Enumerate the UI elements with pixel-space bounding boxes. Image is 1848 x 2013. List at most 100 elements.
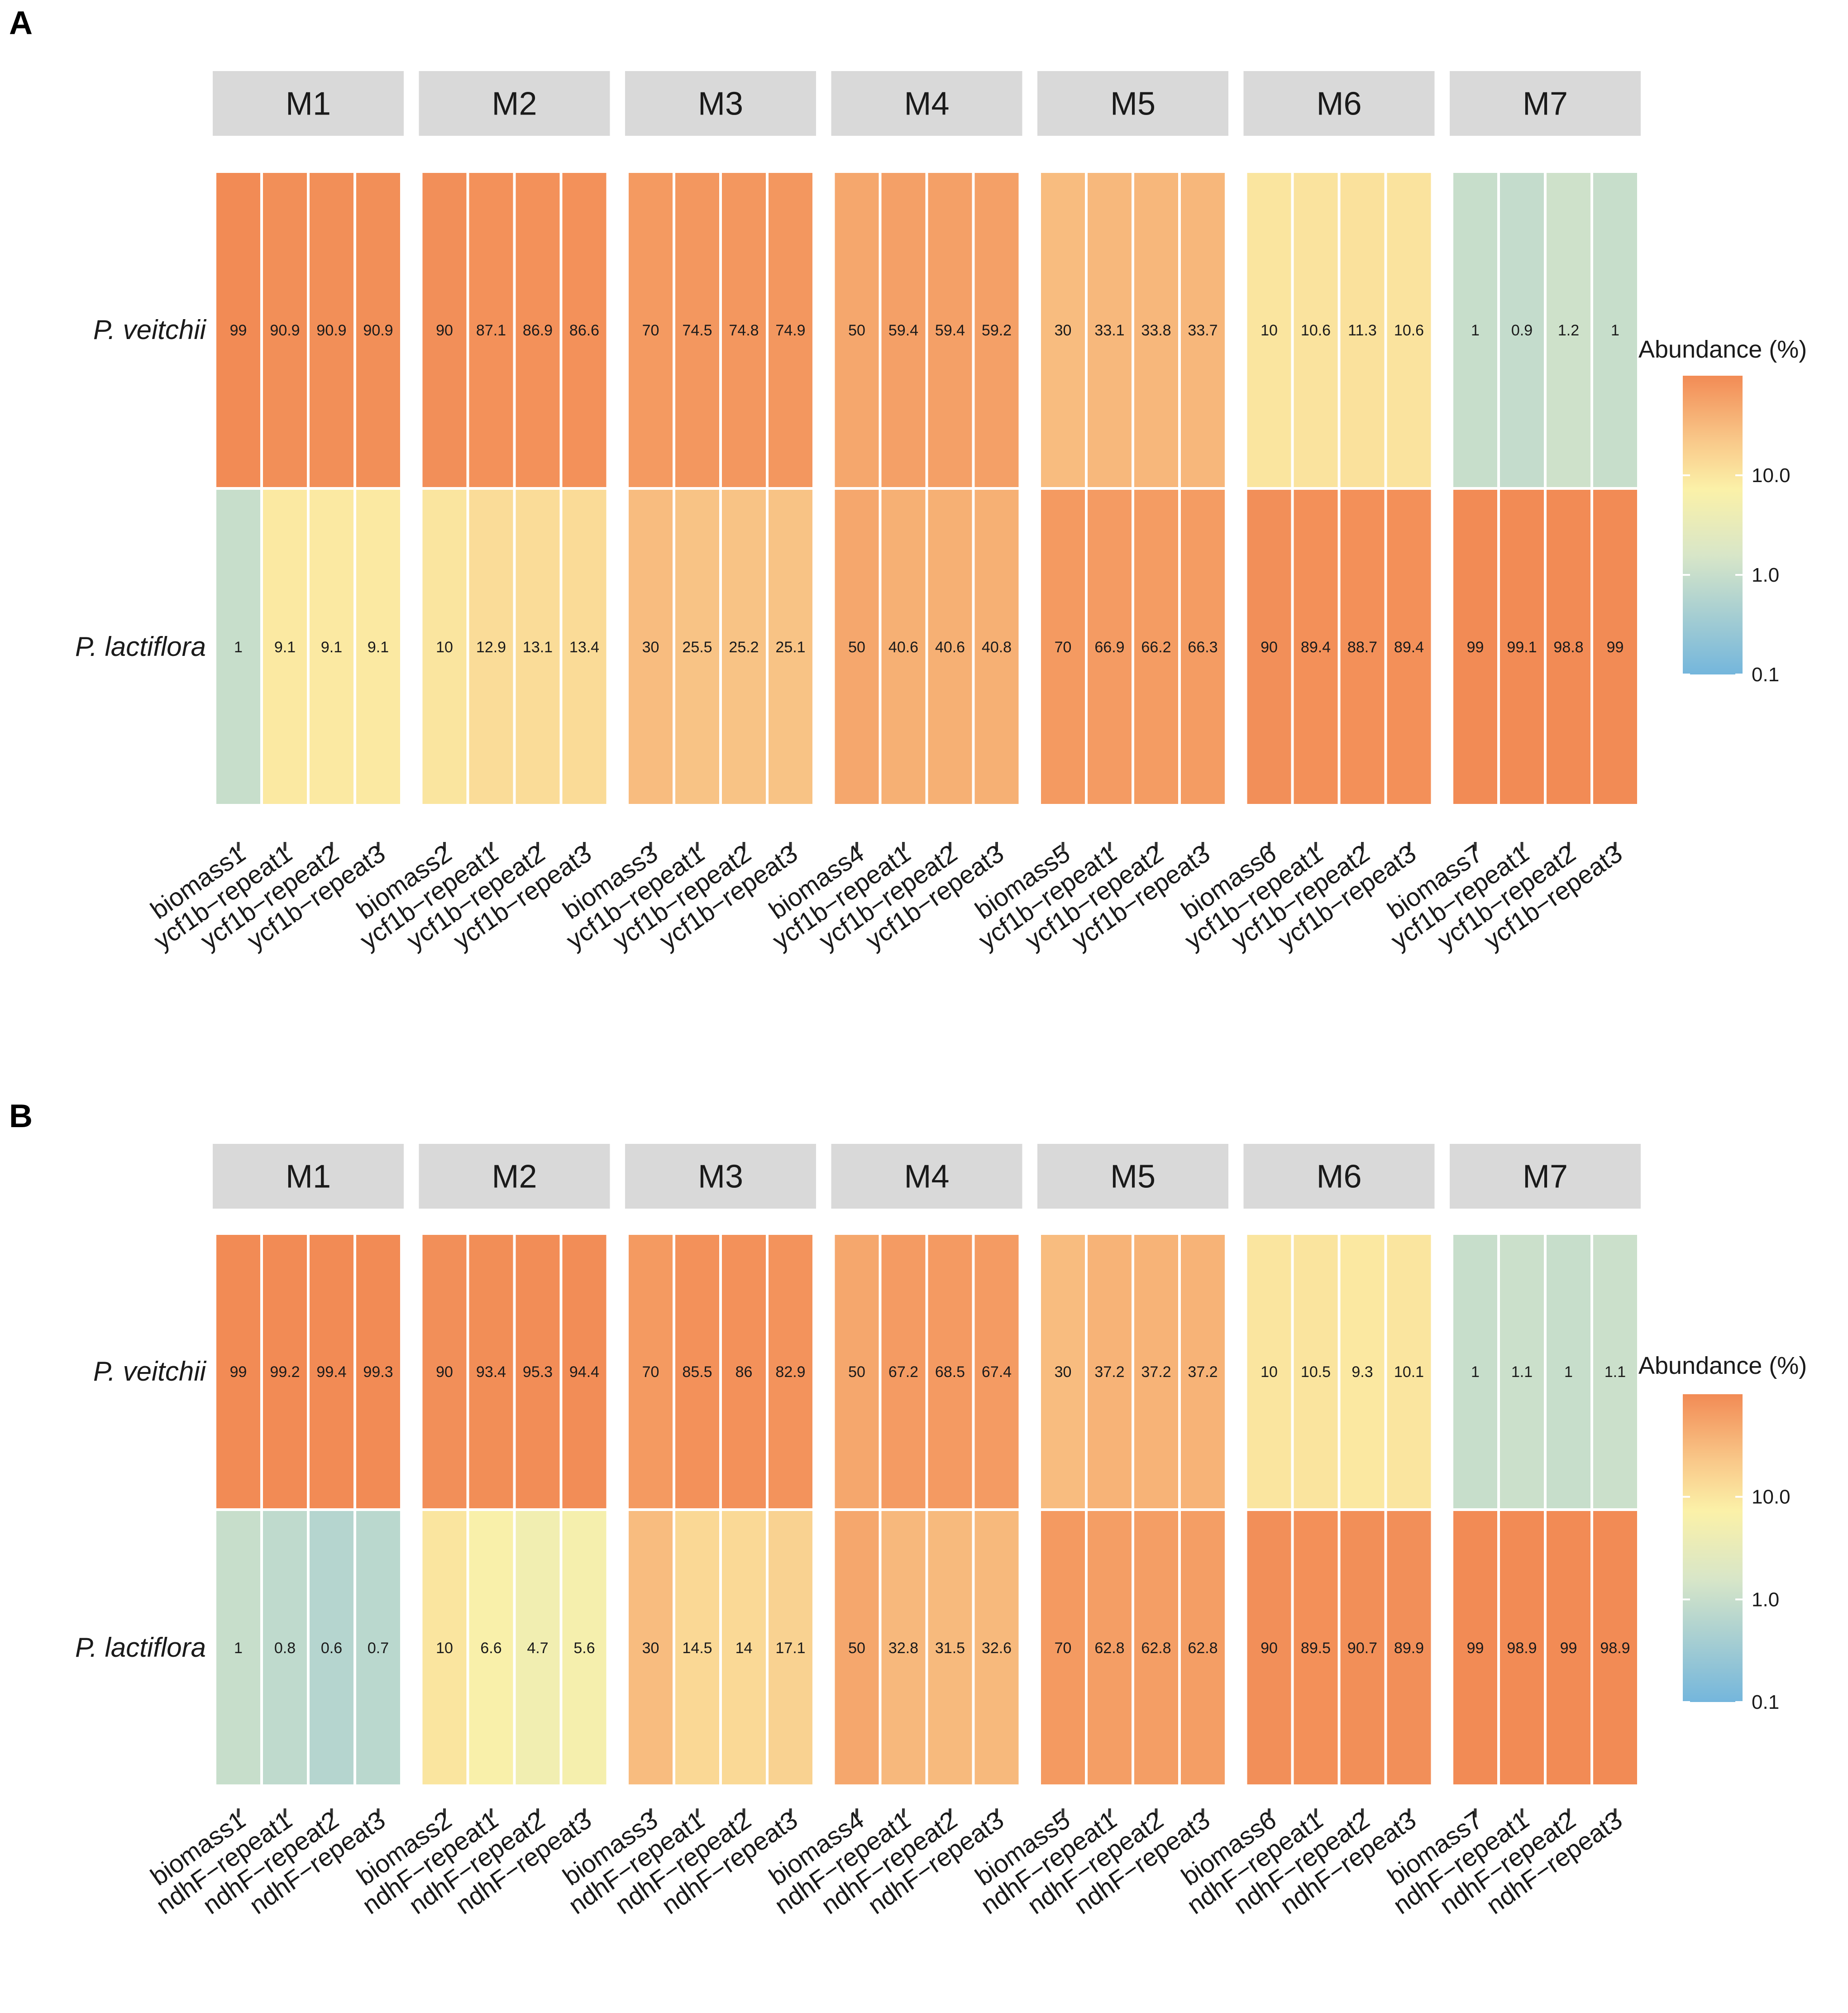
cell-value-label: 1 — [1564, 1363, 1573, 1381]
heatmap-cell — [1244, 170, 1294, 490]
heatmap-cell — [353, 1508, 403, 1787]
facet-strip-label: M5 — [1110, 86, 1156, 122]
heatmap-cell — [766, 487, 815, 807]
heatmap-cell — [1451, 170, 1500, 490]
heatmap-cell — [1384, 170, 1434, 490]
heatmap-cell — [420, 1232, 469, 1511]
cell-value-label: 90.7 — [1347, 1640, 1377, 1657]
cell-value-label: 86.9 — [523, 322, 553, 339]
heatmap-cell — [466, 1508, 516, 1787]
cell-value-label: 37.2 — [1141, 1363, 1171, 1381]
cell-value-label: 85.5 — [682, 1363, 712, 1381]
heatmap-cell — [353, 170, 403, 490]
heatmap-cell — [513, 1232, 563, 1511]
cell-value-label: 33.8 — [1141, 322, 1171, 339]
cell-value-label: 99 — [230, 322, 247, 339]
cell-value-label: 10 — [436, 1640, 453, 1657]
cell-value-label: 0.7 — [368, 1640, 389, 1657]
facet-strip — [1037, 1144, 1228, 1209]
facet-strip-label: M3 — [698, 86, 743, 122]
cell-value-label: 13.1 — [523, 639, 553, 656]
cell-value-label: 1.1 — [1604, 1363, 1626, 1381]
cell-value-label: 10 — [1261, 322, 1278, 339]
heatmap-cell — [1384, 1232, 1434, 1511]
cell-value-label: 62.8 — [1188, 1640, 1218, 1657]
facet-strip-label: M6 — [1316, 86, 1361, 122]
cell-value-label: 67.2 — [888, 1363, 918, 1381]
cell-value-label: 90 — [1261, 1640, 1278, 1657]
facet-strip-label: M6 — [1316, 1159, 1361, 1195]
cell-value-label: 90.9 — [363, 322, 393, 339]
facet-strip — [1450, 1144, 1641, 1209]
facet-strip-label: M5 — [1110, 1159, 1156, 1195]
cell-value-label: 59.4 — [888, 322, 918, 339]
cell-value-label: 87.1 — [476, 322, 506, 339]
facet-strip-label: M3 — [698, 1159, 743, 1195]
cell-value-label: 4.7 — [527, 1640, 548, 1657]
cell-value-label: 99.4 — [316, 1363, 346, 1381]
cell-value-label: 32.8 — [888, 1640, 918, 1657]
cell-value-label: 94.4 — [569, 1363, 599, 1381]
cell-value-label: 0.9 — [1511, 322, 1533, 339]
cell-value-label: 93.4 — [476, 1363, 506, 1381]
cell-value-label: 66.9 — [1094, 639, 1124, 656]
panel-letter-A: A — [9, 5, 33, 41]
cell-value-label: 90 — [436, 322, 453, 339]
facet-strip — [419, 1144, 610, 1209]
cell-value-label: 68.5 — [935, 1363, 965, 1381]
heatmap-cell — [673, 170, 722, 490]
cell-value-label: 33.1 — [1094, 322, 1124, 339]
cell-value-label: 98.8 — [1553, 639, 1583, 656]
cell-value-label: 1 — [1611, 322, 1619, 339]
heatmap-cell — [513, 487, 563, 807]
cell-value-label: 99.3 — [363, 1363, 393, 1381]
heatmap-cell — [766, 1232, 815, 1511]
heatmap-cell — [1132, 1232, 1181, 1511]
heatmap-cell — [1244, 487, 1294, 807]
heatmap-cell — [260, 1232, 310, 1511]
cell-value-label: 1.2 — [1558, 322, 1579, 339]
cell-value-label: 1 — [1471, 1363, 1480, 1381]
legend-tick-label: 10.0 — [1752, 464, 1791, 487]
legend-title: Abundance (%) — [1638, 1352, 1807, 1379]
cell-value-label: 10 — [436, 639, 453, 656]
heatmap-cell — [1590, 1508, 1640, 1787]
cell-value-label: 31.5 — [935, 1640, 965, 1657]
cell-value-label: 59.4 — [935, 322, 965, 339]
cell-value-label: 74.5 — [682, 322, 712, 339]
cell-value-label: 88.7 — [1347, 639, 1377, 656]
heatmap-cell — [260, 487, 310, 807]
cell-value-label: 13.4 — [569, 639, 599, 656]
legend-colorbar — [1683, 376, 1743, 674]
heatmap-cell — [1085, 1508, 1134, 1787]
heatmap-cell — [1384, 1508, 1434, 1787]
cell-value-label: 90 — [1261, 639, 1278, 656]
cell-value-label: 67.4 — [982, 1363, 1012, 1381]
heatmap-cell — [559, 1232, 609, 1511]
facet-strip-label: M1 — [286, 1159, 331, 1195]
cell-value-label: 74.9 — [775, 322, 805, 339]
heatmap-cell — [1038, 1508, 1088, 1787]
cell-value-label: 37.2 — [1188, 1363, 1218, 1381]
heatmap-cell — [1132, 170, 1181, 490]
cell-value-label: 99 — [1607, 639, 1624, 656]
cell-value-label: 66.3 — [1188, 639, 1218, 656]
cell-value-label: 30 — [1055, 322, 1072, 339]
heatmap-cell — [307, 1508, 356, 1787]
cell-value-label: 89.5 — [1301, 1640, 1331, 1657]
cell-value-label: 99.2 — [270, 1363, 300, 1381]
cell-value-label: 90.9 — [316, 322, 346, 339]
cell-value-label: 10.6 — [1394, 322, 1424, 339]
cell-value-label: 9.3 — [1351, 1363, 1373, 1381]
cell-value-label: 14.5 — [682, 1640, 712, 1657]
row-label: P. lactiflora — [75, 1632, 206, 1663]
heatmap-cell — [1337, 1508, 1387, 1787]
heatmap-cell — [1178, 487, 1227, 807]
cell-value-label: 14 — [735, 1640, 753, 1657]
cell-value-label: 99 — [1467, 639, 1484, 656]
